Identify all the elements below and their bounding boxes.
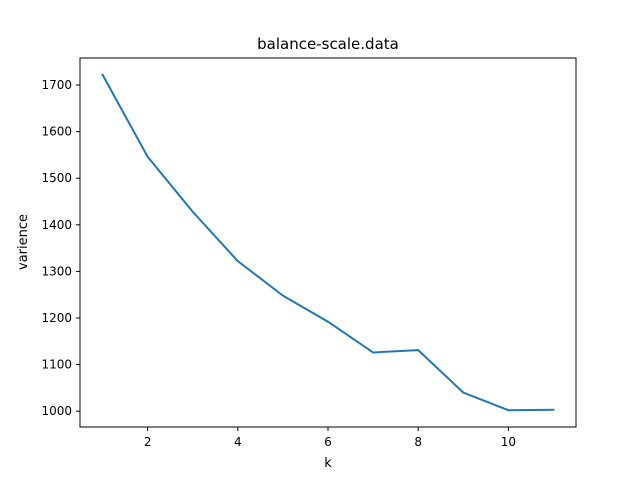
series-line-0 — [101, 73, 555, 412]
y-axis-ticks: 1000 1100 1200 1300 1400 1500 1600 1700 — [41, 78, 80, 418]
chart-title: balance-scale.data — [257, 35, 399, 53]
y-tick-label: 1100 — [41, 358, 72, 372]
series-group — [101, 73, 555, 412]
x-axis-label: k — [324, 456, 332, 471]
plot-frame — [79, 57, 577, 428]
x-tick-label: 2 — [144, 435, 152, 449]
y-tick-label: 1200 — [41, 311, 72, 325]
y-tick-label: 1000 — [41, 404, 72, 418]
x-tick-label: 4 — [234, 435, 242, 449]
x-tick-label: 6 — [324, 435, 332, 449]
x-tick-label: 8 — [414, 435, 422, 449]
y-tick-label: 1400 — [41, 218, 72, 232]
y-tick-label: 1700 — [41, 78, 72, 92]
y-axis-label: varience — [16, 214, 31, 270]
x-tick-label: 10 — [501, 435, 516, 449]
y-tick-label: 1500 — [41, 171, 72, 185]
x-axis-ticks: 2 4 6 8 10 — [144, 427, 516, 449]
y-tick-label: 1600 — [41, 125, 72, 139]
plot-area: 2 4 6 8 10 1000 1100 1200 1300 1400 1500 1600 1700 — [41, 57, 577, 449]
y-tick-label: 1300 — [41, 264, 72, 278]
